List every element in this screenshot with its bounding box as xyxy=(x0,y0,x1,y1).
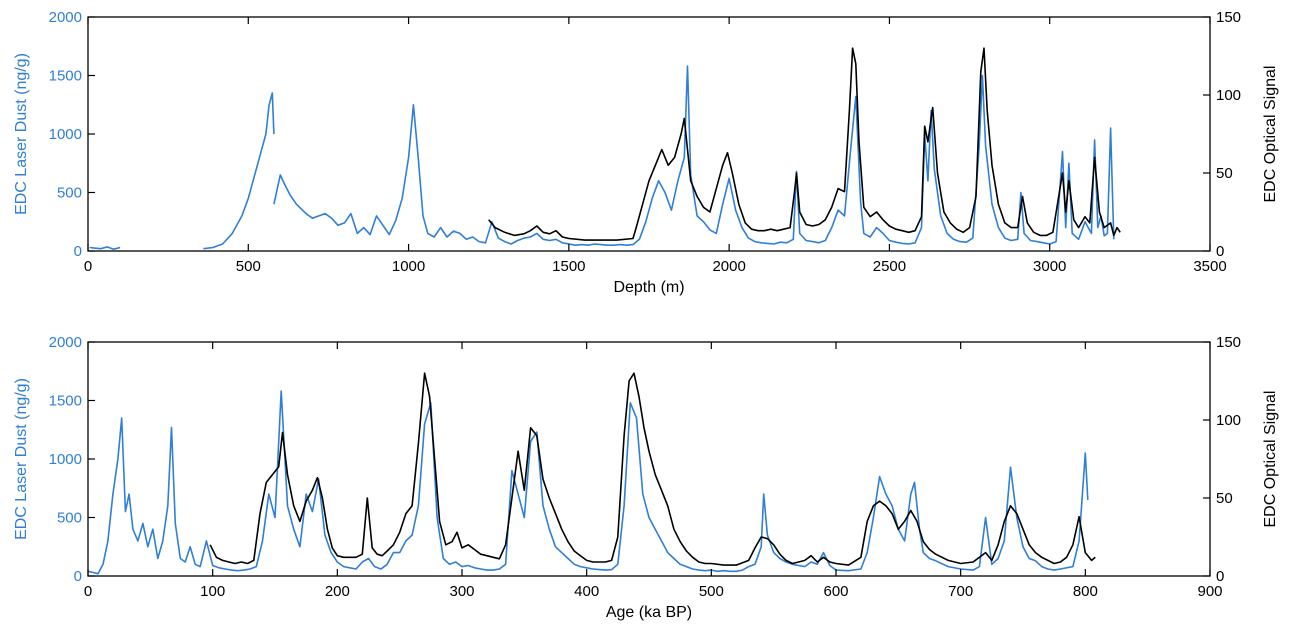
x-axis-label: Depth (m) xyxy=(613,279,684,296)
x-tick-label: 0 xyxy=(84,258,92,275)
x-tick-label: 3000 xyxy=(1033,258,1066,275)
right-y-axis-label: EDC Optical Signal xyxy=(1262,66,1279,203)
right-y-tick-label: 150 xyxy=(1216,334,1241,351)
right-y-axis-label: EDC Optical Signal xyxy=(1262,391,1279,528)
right-y-tick-label: 0 xyxy=(1216,568,1224,585)
optical-signal-series xyxy=(488,47,1121,241)
bottom-panel-age: 0 100 200 300 400 500 600 700 800 900050010001500… xyxy=(13,334,1279,621)
plot-frame xyxy=(87,16,1211,252)
left-y-axis-label: EDC Laser Dust (ng/g) xyxy=(13,378,30,540)
right-y-tick-label: 100 xyxy=(1216,87,1241,104)
left-y-tick-label: 1000 xyxy=(49,126,82,143)
series-group xyxy=(87,372,1096,575)
left-y-tick-label: 1000 xyxy=(49,451,82,468)
left-y-tick-label: 500 xyxy=(57,185,82,202)
x-tick-label: 500 xyxy=(699,583,724,600)
right-y-tick-label: 50 xyxy=(1216,165,1233,182)
left-y-tick-label: 2000 xyxy=(49,334,82,351)
right-y-tick-label: 50 xyxy=(1216,490,1233,507)
laser-dust-line-segment xyxy=(203,92,275,250)
x-tick-label: 0 xyxy=(84,583,92,600)
x-tick-label: 900 xyxy=(1197,583,1222,600)
x-tick-label: 700 xyxy=(948,583,973,600)
x-tick-label: 600 xyxy=(823,583,848,600)
left-y-tick-label: 0 xyxy=(74,568,82,585)
optical-signal-series xyxy=(209,372,1096,566)
laser-dust-series xyxy=(87,390,1089,575)
x-tick-label: 1000 xyxy=(392,258,425,275)
left-y-tick-label: 2000 xyxy=(49,9,82,26)
left-y-tick-label: 500 xyxy=(57,510,82,527)
x-tick-label: 300 xyxy=(449,583,474,600)
series-group xyxy=(89,47,1121,250)
right-y-tick-label: 100 xyxy=(1216,412,1241,429)
optical-signal-line-segment xyxy=(209,372,1096,566)
x-tick-label: 800 xyxy=(1073,583,1098,600)
x-tick-label: 500 xyxy=(236,258,261,275)
x-axis-label: Age (ka BP) xyxy=(606,604,692,621)
laser-dust-line-segment xyxy=(89,246,121,250)
laser-dust-series xyxy=(89,65,1115,250)
x-tick-label: 1500 xyxy=(552,258,585,275)
left-y-tick-label: 1500 xyxy=(49,68,82,85)
top-panel-depth: 0 500 1000 1500 2000 2500 3000 3500050010001500… xyxy=(13,9,1279,296)
laser-dust-line-segment xyxy=(273,65,1115,246)
laser-dust-line-segment xyxy=(87,390,1089,575)
right-y-tick-label: 0 xyxy=(1216,243,1224,260)
x-tick-label: 200 xyxy=(325,583,350,600)
x-tick-label: 3500 xyxy=(1193,258,1226,275)
right-y-tick-label: 150 xyxy=(1216,9,1241,26)
left-y-tick-label: 0 xyxy=(74,243,82,260)
optical-signal-line-segment xyxy=(488,47,1121,241)
x-tick-label: 400 xyxy=(574,583,599,600)
left-y-tick-label: 1500 xyxy=(49,393,82,410)
x-tick-label: 2000 xyxy=(712,258,745,275)
left-y-axis-label: EDC Laser Dust (ng/g) xyxy=(13,53,30,215)
x-tick-label: 100 xyxy=(200,583,225,600)
x-tick-label: 2500 xyxy=(873,258,906,275)
